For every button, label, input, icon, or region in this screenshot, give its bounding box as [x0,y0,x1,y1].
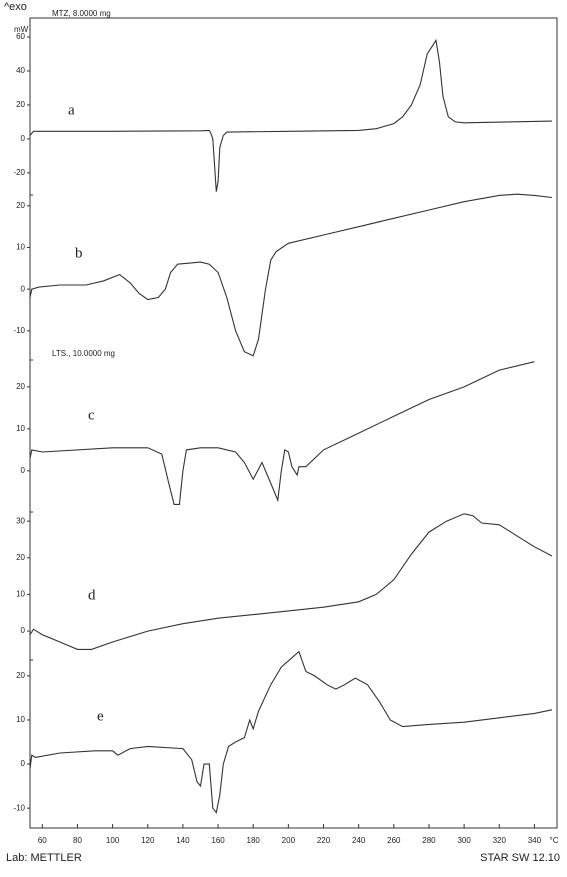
y-tick-label: 10 [16,590,25,599]
curve-letter: a [68,102,75,118]
plot-frame [29,17,558,829]
y-tick-label: 10 [16,715,25,724]
x-tick-label: 240 [352,836,366,845]
y-tick-label: -10 [13,803,25,812]
curve-letter: c [88,407,95,423]
x-tick-label: 140 [176,836,190,845]
curve-letter: b [75,245,83,261]
dsc-curve [29,361,535,505]
y-tick-label: 10 [16,424,25,433]
y-tick-label: -20 [13,168,25,177]
y-tick-label: 30 [16,516,25,525]
y-tick-label: 0 [21,759,26,768]
x-tick-label: 300 [457,836,471,845]
sample-label: MTZ, 8.0000 mg [52,9,111,18]
y-tick-label: 0 [21,134,26,143]
x-unit: °C [550,836,559,845]
exo-label: ^exo [4,1,27,13]
lab-label: Lab: METTLER [6,852,82,864]
y-tick-label: 0 [21,466,26,475]
x-tick-label: 180 [247,836,261,845]
x-tick-label: 100 [106,836,120,845]
x-tick-label: 120 [141,836,155,845]
y-tick-label: 0 [21,626,26,635]
y-tick-label: 40 [16,66,25,75]
y-tick-label: -10 [13,326,25,335]
dsc-curve [29,513,553,650]
sample-label: LTS., 10.0000 mg [52,349,115,358]
x-tick-label: 160 [211,836,225,845]
curve-letter: d [88,587,96,603]
x-tick-label: 280 [422,836,436,845]
y-tick-label: 20 [16,671,25,680]
y-tick-label: 20 [16,100,25,109]
x-tick-label: 320 [493,836,507,845]
software-label: STAR SW 12.10 [480,852,560,864]
y-unit: mW [14,25,29,34]
dsc-curve [29,38,553,192]
x-tick-label: 220 [317,836,331,845]
y-tick-label: 0 [21,284,26,293]
x-tick-label: 340 [528,836,542,845]
x-tick-label: 200 [282,836,296,845]
y-tick-label: 20 [16,382,25,391]
y-tick-label: 60 [16,32,25,41]
dsc-curve [29,650,553,814]
dsc-curve [29,193,553,357]
curve-letter: e [97,708,104,724]
x-tick-label: 80 [73,836,82,845]
y-tick-label: 10 [16,243,25,252]
y-tick-label: 20 [16,553,25,562]
y-tick-label: 20 [16,201,25,210]
x-tick-label: 60 [38,836,47,845]
x-tick-label: 260 [387,836,401,845]
